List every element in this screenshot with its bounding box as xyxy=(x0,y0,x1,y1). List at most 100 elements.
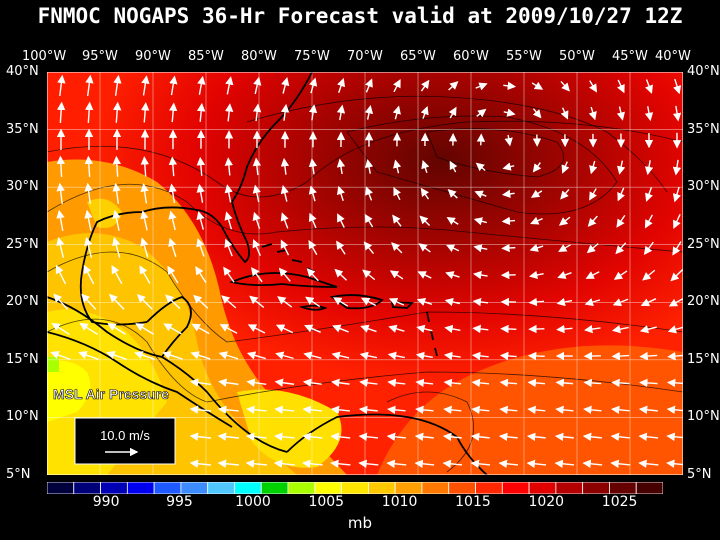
colorbar-swatch xyxy=(180,482,209,494)
wind-arrow xyxy=(554,459,575,468)
wind-arrow xyxy=(498,432,518,442)
wind-arrow xyxy=(386,459,407,468)
wind-arrow xyxy=(113,101,122,123)
wind-arrow xyxy=(107,323,126,335)
wind-arrow xyxy=(224,157,234,176)
pressure-map: MSL Air Pressure 10.0 m/s xyxy=(47,72,683,475)
wind-arrow xyxy=(218,378,239,387)
wind-arrow xyxy=(472,297,489,307)
wind-arrow xyxy=(308,212,317,229)
wind-arrow xyxy=(639,351,658,361)
wind-arrow xyxy=(387,405,406,415)
colorbar-swatch xyxy=(528,482,557,494)
wind-arrow xyxy=(333,297,349,307)
wind-arrow xyxy=(666,459,683,468)
lat-label: 25°N xyxy=(687,236,720,252)
wind-arrow xyxy=(556,324,573,334)
wind-arrow xyxy=(79,322,98,335)
field-central-america xyxy=(237,389,342,468)
wind-arrow xyxy=(56,236,65,258)
colorbar-swatch xyxy=(609,482,637,494)
wind-arrow xyxy=(363,241,375,255)
wind-arrow xyxy=(442,459,463,468)
wind-arrow xyxy=(84,182,93,205)
wind-arrow xyxy=(501,189,515,199)
wind-arrow xyxy=(420,79,430,92)
lat-label: 10°N xyxy=(687,409,720,425)
wind-arrow xyxy=(56,155,66,178)
wind-arrow xyxy=(529,270,544,280)
wind-arrow xyxy=(645,187,653,202)
colorbar-swatch xyxy=(126,482,155,494)
wind-arrow xyxy=(527,405,546,415)
colorbar-label: 1000 xyxy=(235,494,271,510)
wind-arrow xyxy=(443,378,462,388)
wind-arrow xyxy=(56,209,65,231)
wind-arrow xyxy=(364,159,374,174)
wind-arrow xyxy=(112,209,121,231)
vector-scale-box: 10.0 m/s xyxy=(74,417,176,465)
wind-arrow xyxy=(217,405,239,414)
wind-arrow xyxy=(140,183,149,204)
lon-label: 90°W xyxy=(135,49,171,64)
colorbar-swatch xyxy=(207,482,235,494)
lon-label: 50°W xyxy=(559,49,595,64)
wind-arrow xyxy=(278,267,291,282)
wind-arrow xyxy=(85,101,94,124)
colorbar-label: 1005 xyxy=(308,494,345,510)
colorbar-swatch xyxy=(234,482,262,494)
wind-arrow xyxy=(56,182,65,205)
wind-arrow xyxy=(392,105,401,120)
colorbar-swatch xyxy=(314,482,343,494)
wind-arrow xyxy=(555,378,574,388)
lat-label: 30°N xyxy=(6,179,39,195)
wind-arrow xyxy=(168,210,177,231)
wind-arrow xyxy=(500,324,517,334)
wind-arrow xyxy=(224,211,233,230)
colorbar-swatch xyxy=(367,482,396,494)
wind-arrow xyxy=(393,186,401,201)
wind-arrow xyxy=(415,378,434,388)
wind-arrow xyxy=(50,351,71,361)
wind-arrow xyxy=(554,432,574,442)
wind-arrow xyxy=(555,405,574,415)
wind-arrow xyxy=(193,294,209,309)
wind-arrow xyxy=(499,351,517,361)
wind-arrow xyxy=(640,298,657,307)
lat-label: 30°N xyxy=(687,179,720,195)
wind-arrow xyxy=(672,105,682,122)
wind-arrow xyxy=(560,188,570,200)
wind-arrow xyxy=(499,405,518,415)
field-label: MSL Air Pressure xyxy=(53,386,169,402)
wind-arrow xyxy=(527,351,545,361)
wind-arrow xyxy=(474,190,487,199)
lon-label: 100°W xyxy=(22,49,67,64)
wind-arrow xyxy=(610,405,630,415)
wind-arrow xyxy=(388,324,405,333)
wind-arrow xyxy=(364,213,374,228)
wind-arrow xyxy=(501,243,516,253)
wind-arrow xyxy=(168,102,178,123)
wind-arrow xyxy=(189,378,211,387)
wind-arrow xyxy=(109,293,125,310)
wind-arrow xyxy=(302,378,322,387)
wind-arrow xyxy=(472,324,489,334)
wind-arrow xyxy=(219,324,238,334)
colorbar-swatch xyxy=(47,482,75,494)
wind-arrow xyxy=(556,297,573,307)
colorbar-swatch xyxy=(394,482,423,494)
wind-arrow xyxy=(332,324,349,333)
wind-arrow xyxy=(448,81,459,91)
wind-arrow xyxy=(673,213,681,230)
wind-arrow xyxy=(644,160,654,176)
wind-arrow xyxy=(224,238,233,257)
colorbar-swatch xyxy=(475,482,503,494)
lat-label: 15°N xyxy=(687,351,720,367)
wind-arrow xyxy=(247,324,266,334)
colorbar-label: 1020 xyxy=(528,494,565,510)
wind-arrow xyxy=(113,74,122,96)
wind-arrow xyxy=(643,241,654,256)
lon-label: 85°W xyxy=(188,49,224,64)
wind-arrow xyxy=(391,242,403,254)
wind-arrow xyxy=(304,324,321,333)
